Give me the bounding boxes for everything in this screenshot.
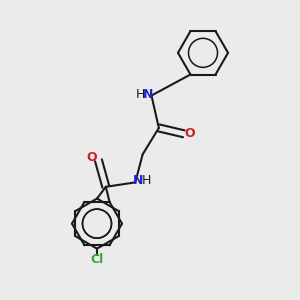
Text: N: N — [143, 88, 154, 100]
Text: H: H — [136, 88, 145, 100]
Text: O: O — [184, 127, 195, 140]
Text: Cl: Cl — [90, 253, 104, 266]
Text: O: O — [87, 151, 97, 164]
Text: H: H — [142, 174, 151, 188]
Text: N: N — [133, 174, 143, 188]
